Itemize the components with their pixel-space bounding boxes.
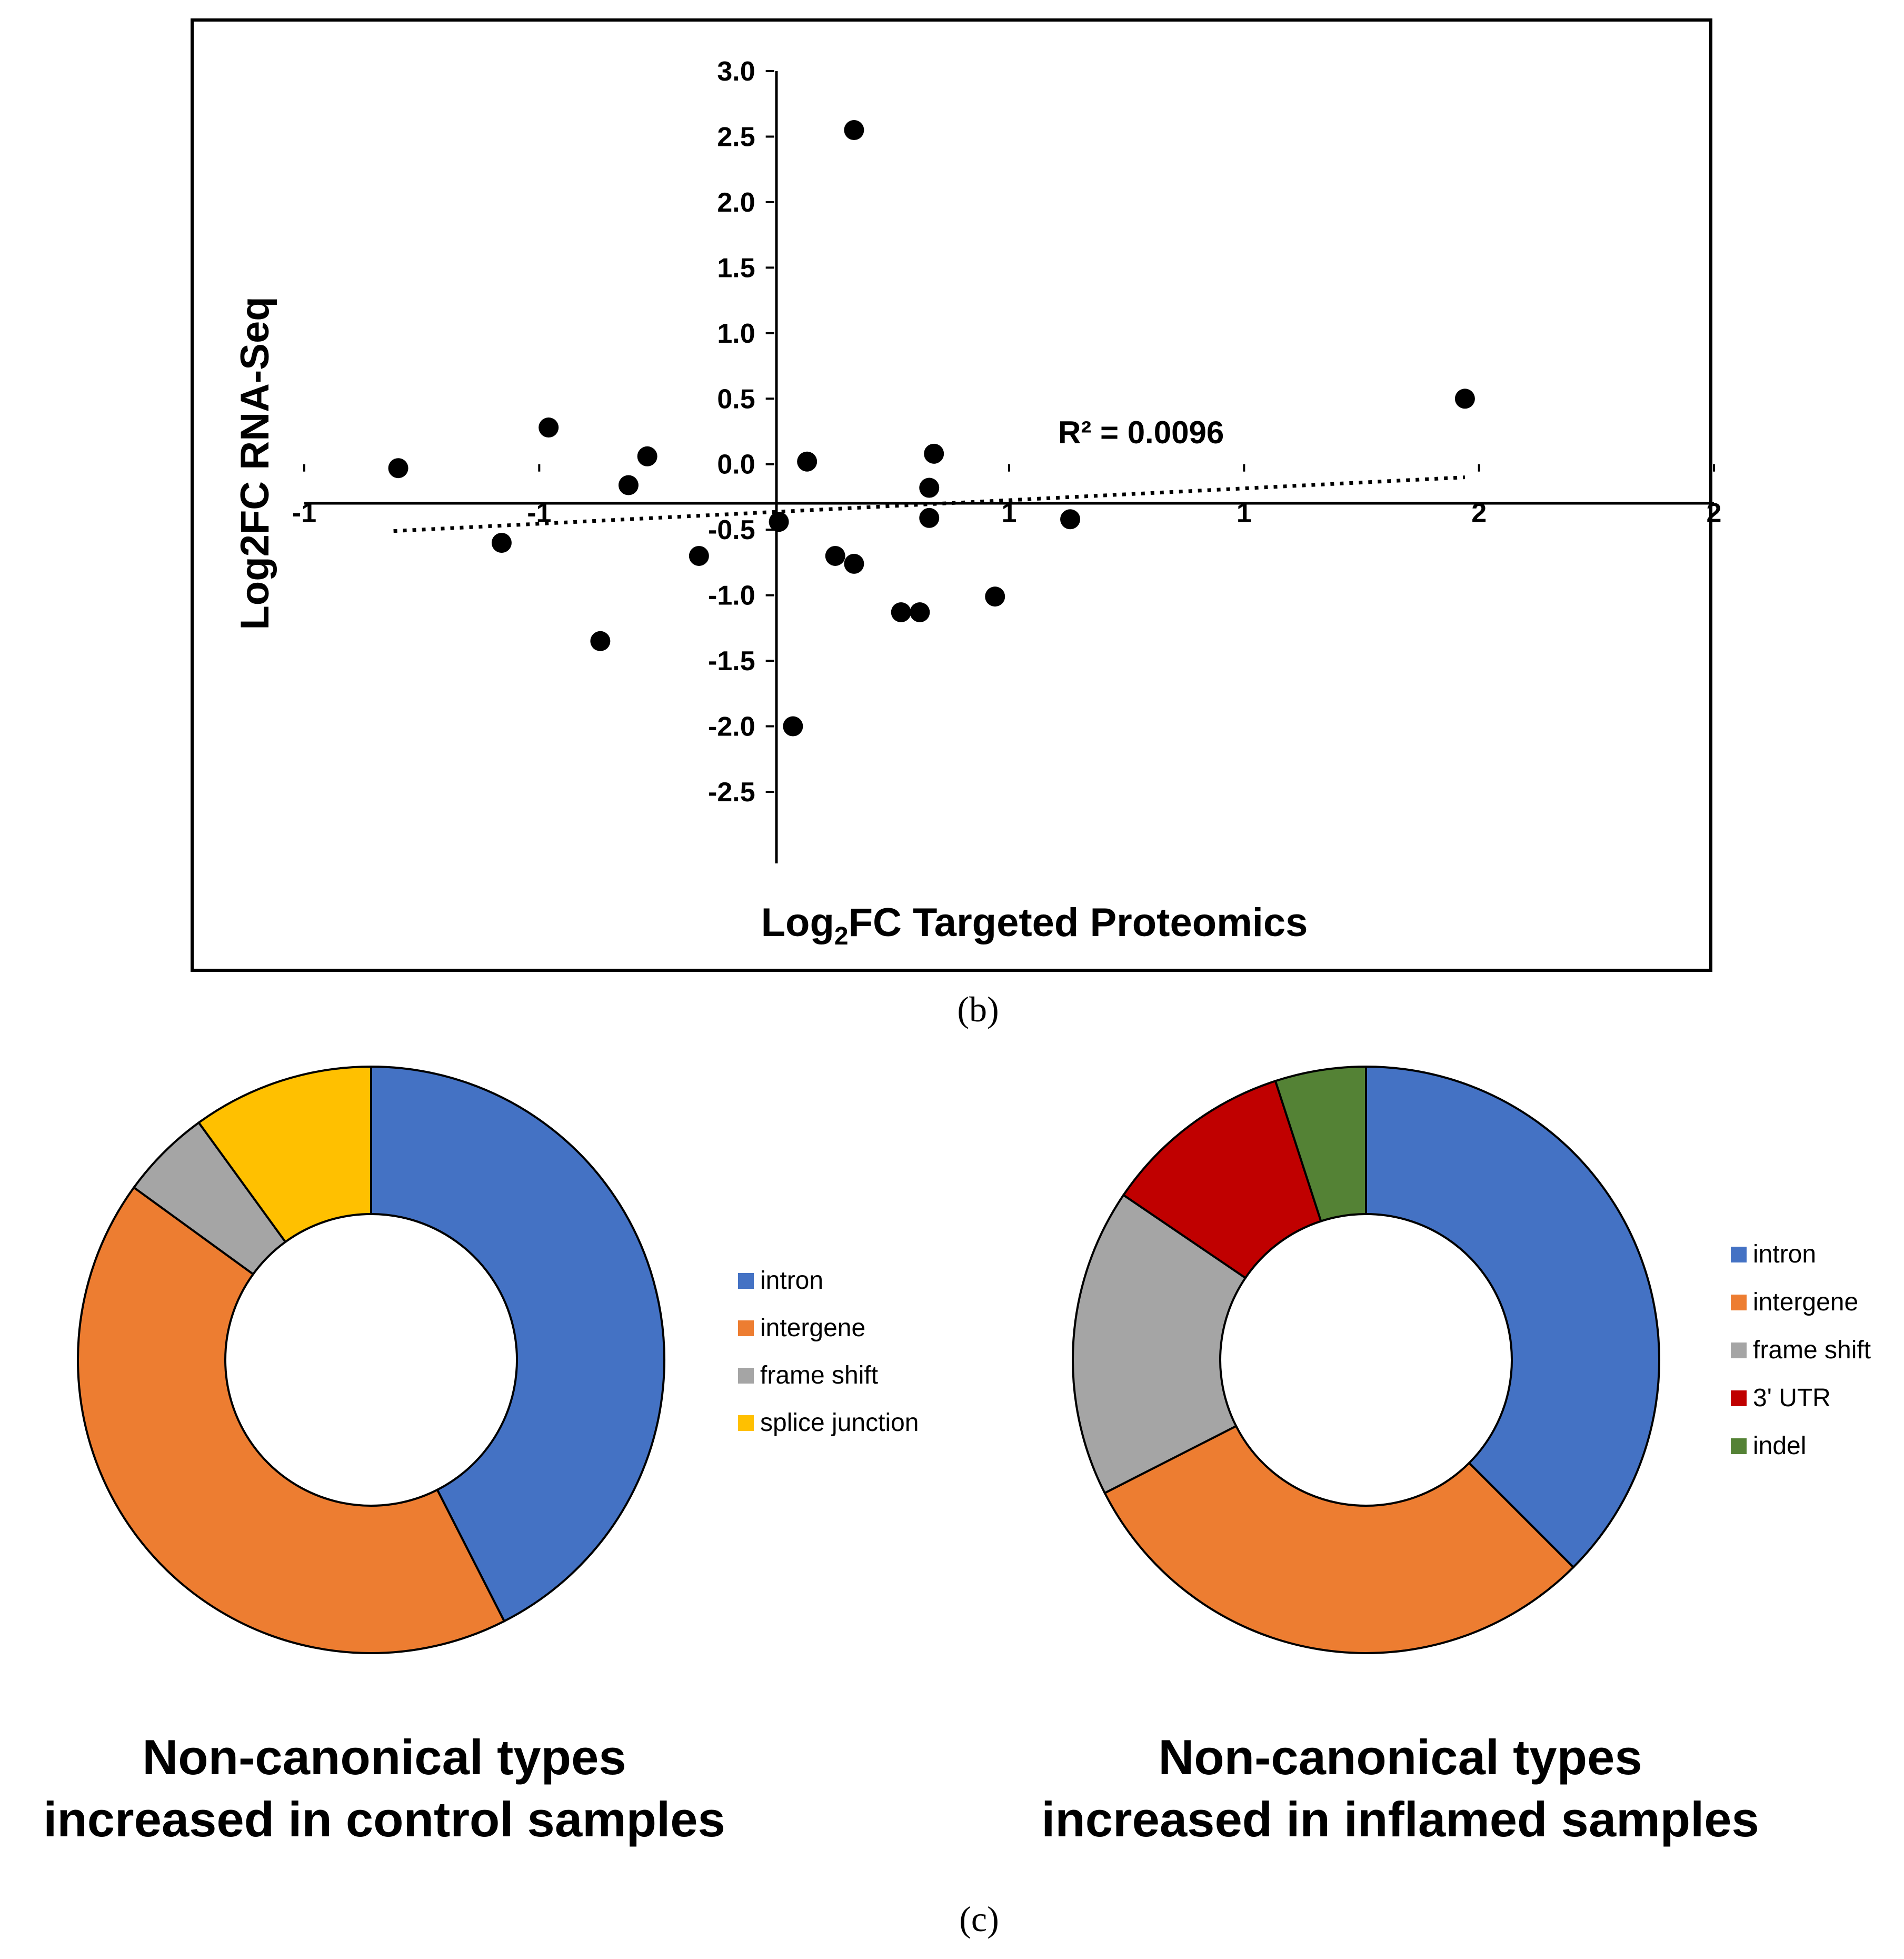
legend-swatch <box>738 1415 754 1431</box>
data-point <box>910 602 930 622</box>
y-tick-label: 2.5 <box>717 122 755 152</box>
data-point <box>689 545 709 566</box>
legend-inflamed: intron intergene frame shift 3' UTR indel <box>1731 1240 1871 1460</box>
x-tick-label: 1 <box>1237 498 1252 529</box>
x-axis-label: Log2FC Targeted Proteomics <box>761 900 1308 950</box>
donut-slice-intergene <box>77 1186 506 1654</box>
y-tick-label: -2.5 <box>708 777 755 808</box>
legend-label: intron <box>1753 1240 1816 1268</box>
data-point <box>637 446 657 466</box>
data-point <box>924 443 944 464</box>
y-tick-label: -1.0 <box>708 581 755 611</box>
data-point <box>919 508 940 528</box>
y-axis-ticks: 3.0 2.5 2.0 1.5 1.0 0.5 0.0 -0.5 -1.0 -1.5 -2.0 -2.… <box>708 56 774 808</box>
data-point <box>769 512 789 532</box>
legend-control: intron intergene frame shift splice junctio… <box>738 1267 919 1437</box>
donut-slice-intergene <box>1103 1425 1575 1654</box>
legend-label: frame shift <box>760 1361 878 1389</box>
legend-label: intron <box>760 1267 823 1295</box>
donut-chart-control: intron intergene frame shift splice junctio… <box>43 1065 919 1847</box>
donut-slice-intron <box>1365 1065 1660 1569</box>
y-axis-label: Log2FC RNA-Seq <box>233 296 277 630</box>
donut-slice-3-utr <box>1122 1079 1322 1280</box>
legend-label: frame shift <box>1753 1336 1871 1364</box>
x-axis-ticks: -1 -1 1 1 2 2 <box>292 464 1722 529</box>
data-point <box>539 417 559 438</box>
x-tick-label: 2 <box>1707 498 1722 529</box>
y-tick-label: 0.5 <box>717 384 755 414</box>
data-point <box>388 458 408 479</box>
donut-slices-inflamed <box>1072 1065 1660 1654</box>
legend-label: indel <box>1753 1432 1806 1460</box>
legend-label: 3' UTR <box>1753 1384 1831 1412</box>
donut-slice-frame-shift <box>1072 1194 1247 1495</box>
donut-slice-splice-junction <box>197 1065 372 1244</box>
legend-swatch <box>1731 1343 1747 1358</box>
data-point <box>783 716 803 737</box>
panel-label-b: (b) <box>957 989 999 1029</box>
y-tick-label: 0.0 <box>717 450 755 480</box>
x-tick-label: 2 <box>1471 498 1487 529</box>
legend-label: splice junction <box>760 1409 919 1437</box>
legend-label: intergene <box>1753 1288 1858 1316</box>
donut-chart-inflamed: intron intergene frame shift 3' UTR indel No… <box>1041 1065 1871 1847</box>
data-point <box>797 451 818 472</box>
y-tick-label: -1.5 <box>708 646 755 677</box>
scatter-points <box>388 120 1475 737</box>
panel-label-c: (c) <box>959 1899 999 1939</box>
legend-label: intergene <box>760 1314 865 1342</box>
legend-swatch <box>738 1320 754 1336</box>
data-point <box>1454 389 1475 409</box>
donut-title-control-line2: increased in control samples <box>43 1792 725 1847</box>
data-point <box>825 545 845 566</box>
x-axis-label-subscript: 2 <box>834 922 849 950</box>
donut-title-inflamed-line1: Non-canonical types <box>1158 1729 1642 1785</box>
data-point <box>844 553 864 574</box>
y-tick-label: -2.0 <box>708 712 755 742</box>
x-axis-label-main: Log <box>761 900 834 945</box>
scatter-chart: 3.0 2.5 2.0 1.5 1.0 0.5 0.0 -0.5 -1.0 -1.5 -2.0 -2.… <box>191 18 1722 972</box>
donut-slice-intron <box>370 1065 665 1623</box>
y-tick-label: -0.5 <box>708 515 755 545</box>
legend-swatch <box>1731 1438 1747 1454</box>
trendline <box>393 475 1466 533</box>
data-point <box>985 586 1005 607</box>
data-point <box>618 475 639 495</box>
y-tick-label: 3.0 <box>717 56 755 87</box>
data-point <box>1060 509 1081 530</box>
legend-swatch <box>1731 1247 1747 1262</box>
data-point <box>491 533 512 553</box>
data-point <box>891 602 911 622</box>
r-squared-annotation: R² = 0.0096 <box>1058 415 1224 450</box>
data-point <box>590 631 611 651</box>
x-tick-label: -1 <box>292 498 316 529</box>
data-point <box>919 478 940 498</box>
y-tick-label: 2.0 <box>717 187 755 218</box>
y-tick-label: 1.0 <box>717 319 755 349</box>
donut-slice-indel <box>1274 1065 1367 1223</box>
x-tick-label: 1 <box>1002 498 1017 529</box>
legend-swatch <box>1731 1295 1747 1310</box>
legend-swatch <box>1731 1390 1747 1406</box>
data-point <box>844 120 864 141</box>
x-axis-label-rest: FC Targeted Proteomics <box>849 900 1308 945</box>
legend-swatch <box>738 1273 754 1289</box>
y-tick-label: 1.5 <box>717 253 755 283</box>
donut-title-control-line1: Non-canonical types <box>142 1729 626 1785</box>
donut-title-inflamed-line2: increased in inflamed samples <box>1041 1792 1759 1847</box>
scatter-frame <box>191 18 1712 972</box>
donut-slices-control <box>77 1065 665 1654</box>
legend-swatch <box>738 1368 754 1384</box>
